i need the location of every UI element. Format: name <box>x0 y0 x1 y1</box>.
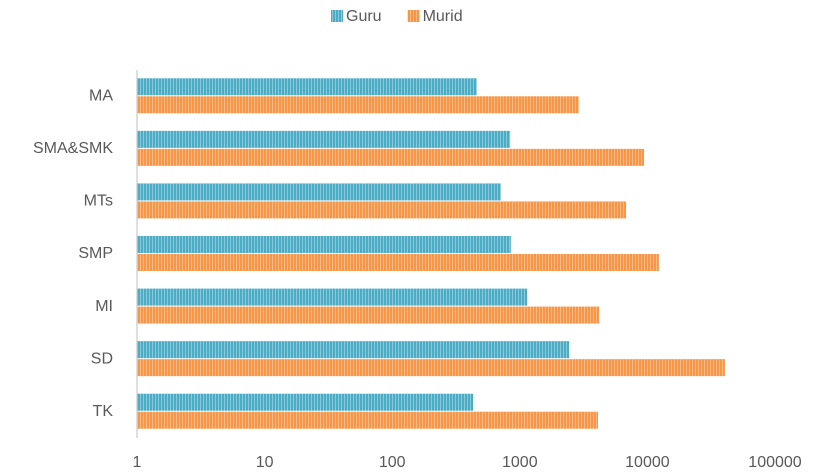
bar <box>137 183 501 201</box>
bar <box>137 236 511 253</box>
bar <box>137 341 570 359</box>
bar <box>137 411 598 429</box>
y-tick-label: MTs <box>84 193 113 210</box>
x-tick-label: 100000 <box>748 454 801 471</box>
bar <box>137 96 579 114</box>
x-tick-label: 1 <box>133 454 142 471</box>
y-tick-label: SMA&SMK <box>33 140 113 157</box>
y-tick-label: SMP <box>78 245 113 262</box>
y-tick-label: SD <box>91 350 113 367</box>
bar <box>137 306 600 324</box>
legend-label: Guru <box>346 8 382 25</box>
y-tick-label: MI <box>95 298 113 315</box>
legend-swatch <box>407 10 420 22</box>
bar <box>137 78 477 96</box>
y-tick-label: MA <box>89 88 113 105</box>
x-tick-label: 10 <box>256 454 274 471</box>
x-tick-label: 100 <box>379 454 406 471</box>
legend-label: Murid <box>423 8 463 25</box>
bar <box>137 148 644 166</box>
y-tick-label: TK <box>93 403 114 420</box>
legend-swatch <box>331 10 343 22</box>
bar <box>137 254 659 271</box>
bar <box>137 288 528 306</box>
x-tick-label: 10000 <box>625 454 670 471</box>
bar <box>137 201 627 219</box>
bar <box>137 393 474 411</box>
bar <box>137 359 725 377</box>
bar <box>137 130 511 148</box>
x-tick-label: 1000 <box>502 454 538 471</box>
